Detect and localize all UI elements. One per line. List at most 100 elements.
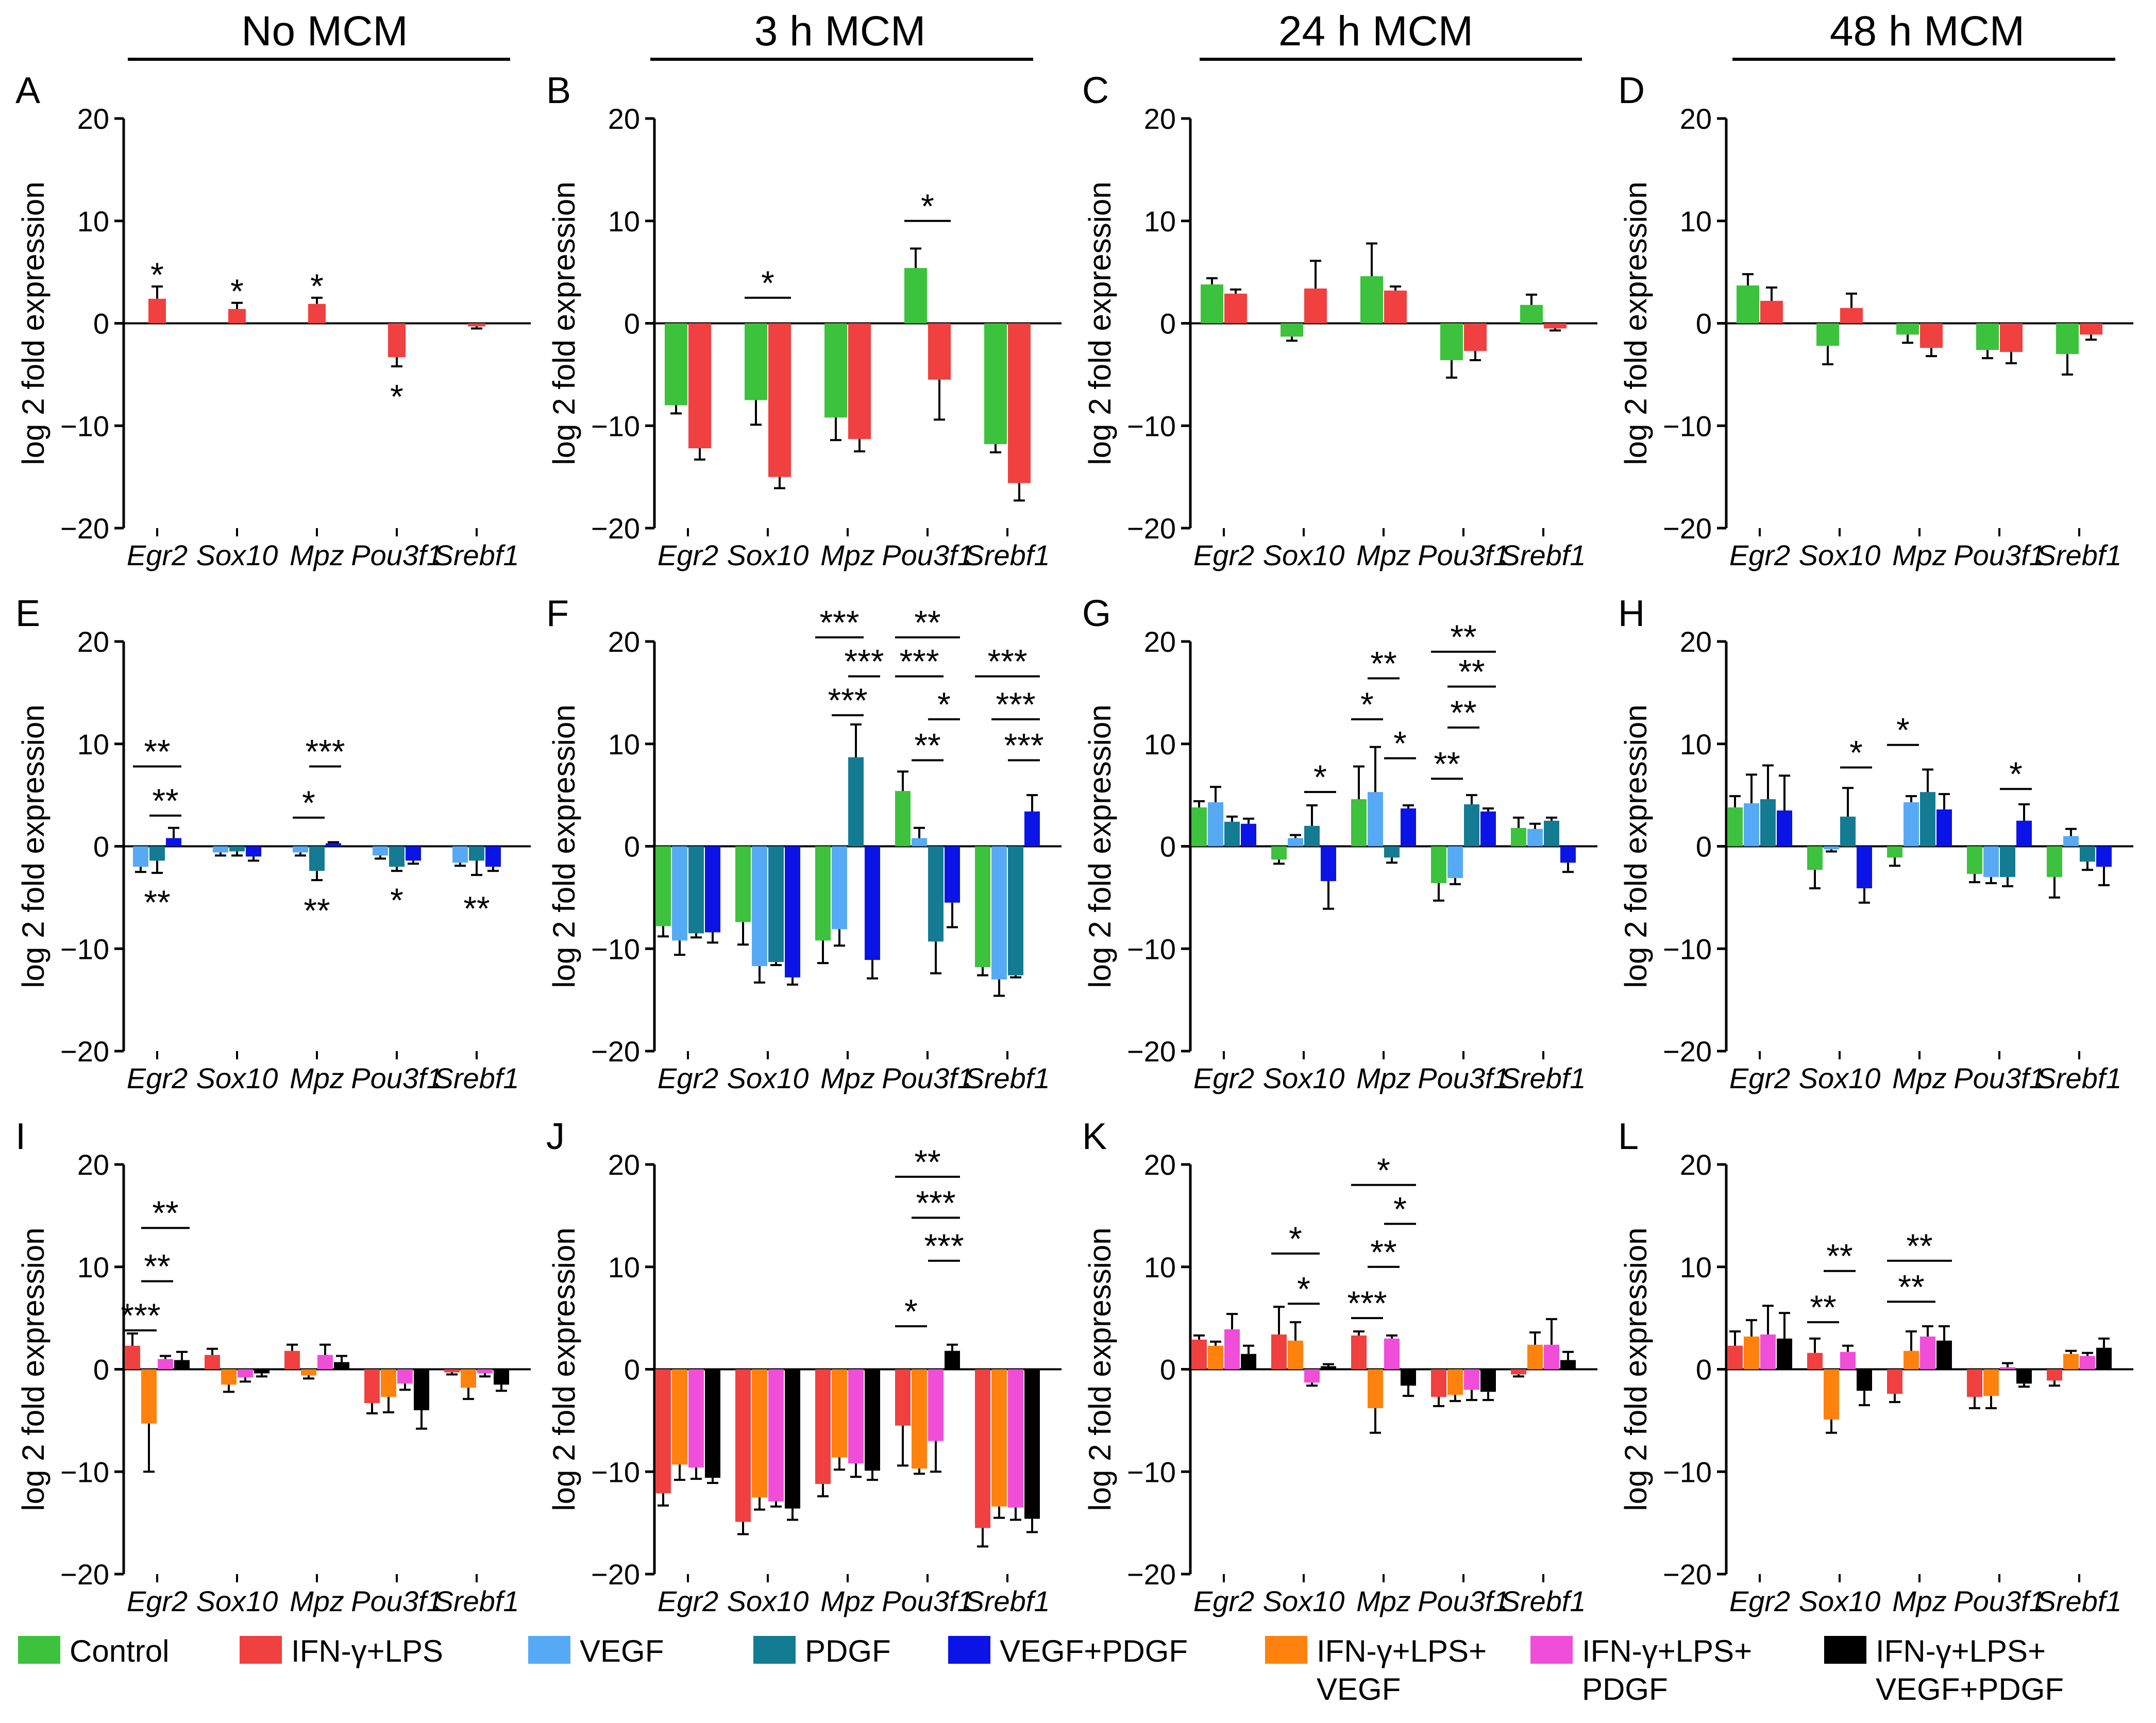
significance-mark-e: ** bbox=[463, 889, 490, 927]
bar-h-vp-2 bbox=[1857, 846, 1872, 888]
significance-mark-i: ** bbox=[152, 1194, 178, 1232]
significance-mark-e: ** bbox=[304, 891, 330, 930]
bar-f-vp-5 bbox=[1024, 811, 1040, 847]
x-tick-label-f: Srebf1 bbox=[965, 1062, 1050, 1094]
y-tick-label-d: −10 bbox=[1663, 410, 1712, 442]
y-tick-label-j: 10 bbox=[608, 1251, 640, 1283]
bar-f-control-1 bbox=[655, 846, 671, 926]
bar-h-vegf-1 bbox=[1744, 803, 1759, 847]
y-tick-label-e: −20 bbox=[60, 1035, 109, 1068]
bar-g-control-5 bbox=[1511, 827, 1526, 847]
significance-mark-f: *** bbox=[1004, 727, 1043, 765]
bar-g-vegf-1 bbox=[1208, 802, 1223, 847]
bar-f-control-5 bbox=[975, 846, 990, 968]
significance-mark-j: * bbox=[904, 1292, 918, 1330]
bar-j-ifn-3 bbox=[815, 1369, 831, 1484]
y-tick-label-a: −20 bbox=[60, 512, 109, 545]
bar-g-vp-1 bbox=[1241, 823, 1256, 847]
significance-mark-k: * bbox=[1377, 1151, 1390, 1189]
y-tick-label-e: 0 bbox=[93, 831, 109, 863]
x-tick-label-l: Sox10 bbox=[1799, 1585, 1881, 1617]
bar-g-vp-4 bbox=[1480, 811, 1496, 847]
x-tick-label-g: Srebf1 bbox=[1501, 1062, 1586, 1094]
panel-label-f: F bbox=[546, 593, 569, 634]
significance-mark-f: ** bbox=[914, 727, 940, 765]
y-tick-label-l: 0 bbox=[1696, 1354, 1712, 1386]
bar-h-control-2 bbox=[1807, 846, 1823, 870]
bar-f-pdgf-3 bbox=[848, 757, 864, 847]
bar-l-iv-2 bbox=[1824, 1369, 1839, 1420]
y-tick-label-g: −10 bbox=[1127, 933, 1176, 965]
significance-mark-e: ** bbox=[144, 732, 170, 770]
bar-l-ifn-4 bbox=[1967, 1369, 1982, 1397]
bar-l-ivp-4 bbox=[2016, 1369, 2032, 1384]
bar-e-pdgf-1 bbox=[149, 846, 165, 861]
significance-mark-e: * bbox=[390, 881, 403, 919]
significance-mark-j: ** bbox=[914, 1143, 940, 1181]
y-tick-label-j: −20 bbox=[591, 1558, 640, 1591]
x-tick-label-i: Srebf1 bbox=[434, 1585, 519, 1617]
legend-label-ivp: VEGF+PDGF bbox=[1876, 1672, 2064, 1707]
y-tick-label-e: −10 bbox=[60, 933, 109, 965]
y-tick-label-a: 10 bbox=[77, 205, 109, 238]
x-tick-label-f: Egr2 bbox=[658, 1062, 718, 1094]
bar-h-pdgf-2 bbox=[1840, 816, 1856, 847]
bar-b-control-4 bbox=[904, 268, 927, 324]
significance-mark-h: * bbox=[2009, 755, 2023, 793]
x-tick-label-k: Pou3f1 bbox=[1418, 1585, 1509, 1617]
bar-c-control-4 bbox=[1440, 323, 1463, 361]
column-header-4: 48 h MCM bbox=[1830, 8, 2025, 55]
x-tick-label-c: Mpz bbox=[1356, 539, 1411, 571]
y-tick-label-k: 20 bbox=[1144, 1148, 1176, 1181]
bar-f-vp-1 bbox=[705, 846, 720, 933]
x-tick-label-d: Mpz bbox=[1892, 539, 1947, 571]
significance-mark-g: * bbox=[1313, 758, 1327, 796]
x-tick-label-i: Mpz bbox=[290, 1585, 344, 1617]
bar-h-vegf-5 bbox=[2063, 836, 2079, 847]
bar-k-ivp-2 bbox=[1321, 1366, 1336, 1370]
bar-f-vegf-1 bbox=[672, 846, 687, 941]
bar-l-ip-5 bbox=[2080, 1356, 2095, 1370]
bar-d-control-4 bbox=[1976, 323, 1999, 350]
x-tick-label-d: Sox10 bbox=[1799, 539, 1881, 571]
bar-l-ip-4 bbox=[2000, 1367, 2015, 1370]
bar-k-ivp-5 bbox=[1560, 1360, 1576, 1370]
y-tick-label-i: 0 bbox=[93, 1354, 109, 1386]
bar-c-control-1 bbox=[1201, 284, 1223, 324]
bar-i-ip-5 bbox=[477, 1369, 493, 1374]
bar-h-pdgf-5 bbox=[2080, 846, 2095, 862]
bar-b-ifn-3 bbox=[848, 323, 871, 440]
y-tick-label-f: 20 bbox=[608, 626, 640, 658]
bar-l-ivp-5 bbox=[2096, 1347, 2112, 1370]
bar-j-ivp-4 bbox=[945, 1350, 960, 1370]
y-axis-label-l: log 2 fold expression bbox=[1619, 1227, 1653, 1511]
bar-b-ifn-4 bbox=[928, 323, 951, 380]
significance-mark-l: ** bbox=[1810, 1288, 1836, 1326]
x-tick-label-h: Egr2 bbox=[1729, 1062, 1790, 1094]
y-tick-label-i: −20 bbox=[60, 1558, 109, 1591]
bar-l-ifn-5 bbox=[2047, 1369, 2062, 1381]
significance-mark-l: ** bbox=[1898, 1268, 1924, 1306]
bar-g-control-2 bbox=[1271, 846, 1287, 860]
bar-d-control-5 bbox=[2056, 323, 2079, 354]
legend-label-ifn: IFN-γ+LPS bbox=[291, 1634, 443, 1668]
bar-k-iv-2 bbox=[1288, 1340, 1303, 1370]
significance-mark-e: ** bbox=[144, 883, 170, 921]
significance-mark-j: *** bbox=[924, 1227, 964, 1265]
y-axis-label-a: log 2 fold expression bbox=[16, 181, 50, 465]
bar-e-vp-5 bbox=[485, 846, 501, 867]
bar-j-ip-2 bbox=[768, 1369, 784, 1501]
y-axis-label-f: log 2 fold expression bbox=[547, 704, 581, 988]
bar-l-ivp-3 bbox=[1936, 1340, 1952, 1370]
y-tick-label-g: 10 bbox=[1144, 728, 1176, 761]
y-tick-label-b: −10 bbox=[591, 410, 640, 442]
significance-mark-g: ** bbox=[1450, 694, 1476, 732]
bar-a-ifn-1 bbox=[148, 298, 166, 324]
bar-g-pdgf-4 bbox=[1464, 804, 1479, 847]
significance-mark-g: ** bbox=[1458, 652, 1485, 690]
bar-k-ip-1 bbox=[1224, 1329, 1240, 1370]
y-tick-label-h: −10 bbox=[1663, 933, 1712, 965]
y-tick-label-a: −10 bbox=[60, 410, 109, 442]
y-tick-label-j: −10 bbox=[591, 1456, 640, 1488]
legend-label-ivp: IFN-γ+LPS+ bbox=[1876, 1634, 2046, 1668]
